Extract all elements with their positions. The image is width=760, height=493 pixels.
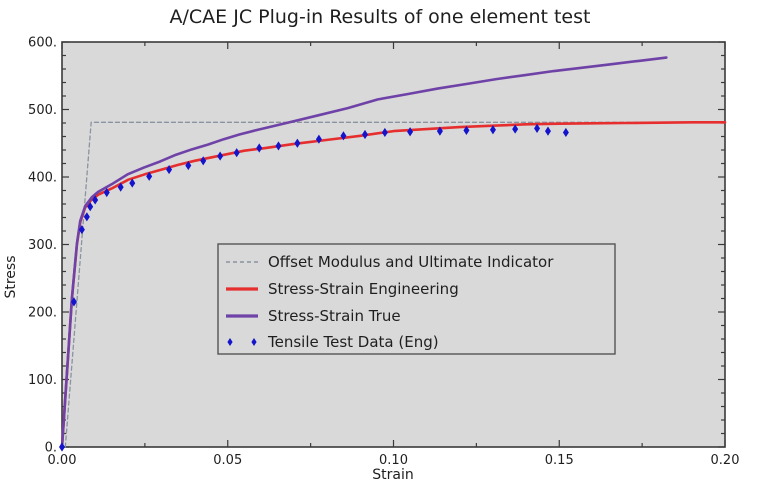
legend-label-offset-modulus: Offset Modulus and Ultimate Indicator	[268, 253, 554, 271]
y-axis-label: Stress	[3, 255, 19, 298]
data-series	[59, 56, 727, 452]
legend-item-tensile-data: Tensile Test Data (Eng)	[227, 333, 439, 351]
y-tick-label: 300.	[28, 238, 57, 253]
y-tick-label: 600.	[28, 36, 57, 51]
y-tick-label: 400.	[28, 171, 57, 186]
legend: Offset Modulus and Ultimate Indicator St…	[217, 243, 616, 355]
x-tick-label: 0.00	[48, 453, 77, 468]
legend-label-true: Stress-Strain True	[268, 307, 401, 325]
legend-item-engineering: Stress-Strain Engineering	[226, 280, 459, 298]
chart-title: A/CAE JC Plug-in Results of one element …	[170, 6, 591, 28]
legend-label-tensile-data: Tensile Test Data (Eng)	[267, 333, 439, 351]
legend-item-offset-modulus: Offset Modulus and Ultimate Indicator	[226, 253, 554, 271]
legend-item-true: Stress-Strain True	[226, 307, 401, 325]
legend-box	[217, 243, 616, 355]
legend-label-engineering: Stress-Strain Engineering	[268, 280, 459, 298]
series-stress-strain-true	[60, 56, 668, 449]
y-tick-label: 100.	[28, 373, 57, 388]
x-axis-label: Strain	[372, 467, 413, 483]
x-tick-label: 0.20	[711, 453, 740, 468]
diamond-marker-swatch-icon	[227, 338, 257, 346]
x-tick-label: 0.10	[379, 453, 408, 468]
x-tick-label: 0.05	[213, 453, 242, 468]
y-tick-label: 0.	[45, 441, 57, 456]
y-tick-label: 200.	[28, 306, 57, 321]
series-offset-modulus-and-ultimate-indicator	[64, 121, 726, 448]
axis-ticks: 0.00 0.05 0.10 0.15 0.20 0. 100. 200. 300. 400. 50…	[28, 36, 739, 469]
x-tick-label: 0.15	[545, 453, 574, 468]
y-tick-label: 500.	[28, 103, 57, 118]
